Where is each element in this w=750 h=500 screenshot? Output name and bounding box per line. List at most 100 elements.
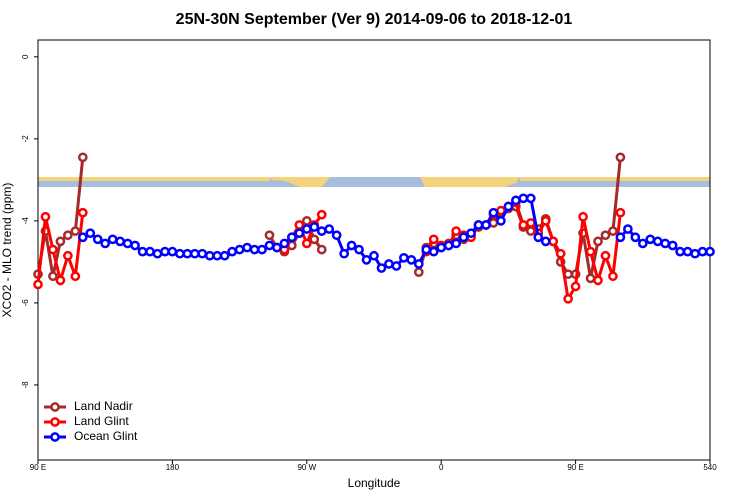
point bbox=[705, 246, 715, 257]
point bbox=[309, 234, 320, 245]
point bbox=[316, 209, 327, 220]
point bbox=[645, 234, 656, 245]
point bbox=[451, 238, 461, 249]
point bbox=[160, 246, 170, 257]
x-tick-label: 0 bbox=[439, 463, 444, 472]
point bbox=[473, 220, 484, 230]
y-tick-label: -6 bbox=[21, 299, 30, 307]
point bbox=[578, 211, 588, 222]
point bbox=[443, 240, 454, 251]
y-axis-label: XCO2 - MLO trend (ppm) bbox=[0, 183, 14, 318]
point bbox=[563, 293, 573, 304]
point bbox=[77, 207, 88, 218]
point bbox=[234, 244, 245, 255]
y-tick-label: 0 bbox=[21, 54, 30, 59]
point bbox=[376, 263, 387, 273]
x-tick-label: 540 bbox=[703, 463, 717, 472]
point bbox=[361, 254, 372, 265]
point bbox=[608, 226, 618, 236]
point bbox=[518, 193, 529, 204]
point bbox=[428, 234, 439, 245]
point bbox=[227, 246, 237, 257]
point bbox=[70, 226, 81, 236]
point bbox=[413, 259, 424, 269]
point bbox=[316, 226, 327, 236]
series-line bbox=[82, 196, 547, 271]
point bbox=[525, 193, 536, 204]
point bbox=[339, 248, 349, 259]
point bbox=[242, 242, 252, 253]
point bbox=[615, 232, 626, 243]
point bbox=[540, 216, 551, 226]
legend-label: Land Glint bbox=[74, 414, 129, 428]
point bbox=[593, 236, 603, 247]
x-tick-label: 90 E bbox=[567, 463, 583, 472]
x-tick-label: 90 W bbox=[297, 463, 316, 472]
point bbox=[204, 250, 215, 261]
point bbox=[63, 230, 73, 241]
point bbox=[593, 275, 603, 286]
point bbox=[630, 232, 641, 243]
point bbox=[219, 250, 230, 261]
point bbox=[145, 246, 155, 257]
point bbox=[488, 207, 499, 218]
point bbox=[197, 248, 208, 259]
point bbox=[511, 195, 521, 206]
point bbox=[615, 207, 626, 218]
legend-marker bbox=[50, 417, 60, 427]
point bbox=[428, 246, 439, 257]
point bbox=[346, 240, 357, 251]
point bbox=[264, 230, 275, 241]
point bbox=[264, 240, 275, 251]
point bbox=[279, 238, 290, 249]
legend-marker bbox=[50, 402, 60, 412]
point bbox=[309, 222, 320, 232]
legend-label: Land Nadir bbox=[74, 399, 133, 413]
point bbox=[40, 211, 51, 222]
point bbox=[675, 246, 685, 257]
point bbox=[496, 216, 506, 226]
point bbox=[458, 232, 469, 243]
point bbox=[354, 244, 364, 255]
point bbox=[167, 246, 178, 257]
point bbox=[421, 244, 432, 255]
point bbox=[189, 248, 200, 259]
point bbox=[33, 279, 43, 290]
point bbox=[272, 242, 282, 253]
point bbox=[55, 236, 66, 247]
point bbox=[107, 234, 118, 245]
point bbox=[436, 242, 447, 253]
point bbox=[548, 236, 559, 247]
point bbox=[249, 244, 260, 255]
chart-title: 25N-30N September (Ver 9) 2014-09-06 to … bbox=[176, 11, 573, 28]
point bbox=[63, 250, 73, 261]
legend-label: Ocean Glint bbox=[74, 429, 138, 443]
point bbox=[600, 250, 611, 261]
point bbox=[451, 226, 461, 236]
point bbox=[615, 152, 626, 163]
x-tick-label: 180 bbox=[166, 463, 180, 472]
point bbox=[331, 230, 342, 241]
point bbox=[301, 238, 312, 249]
point bbox=[555, 248, 566, 259]
point bbox=[301, 216, 312, 226]
point bbox=[175, 248, 185, 259]
point bbox=[608, 271, 618, 282]
point bbox=[122, 238, 133, 249]
point bbox=[257, 244, 267, 255]
y-tick-label: -2 bbox=[21, 135, 30, 143]
point bbox=[384, 259, 394, 269]
point bbox=[585, 273, 596, 284]
y-tick-label: -8 bbox=[21, 381, 30, 389]
point bbox=[481, 220, 491, 230]
point bbox=[301, 224, 312, 234]
point bbox=[294, 228, 305, 239]
point bbox=[115, 236, 125, 247]
point bbox=[652, 236, 663, 247]
point bbox=[585, 246, 596, 257]
point bbox=[391, 261, 402, 271]
point bbox=[697, 246, 708, 257]
legend-marker bbox=[50, 432, 60, 442]
